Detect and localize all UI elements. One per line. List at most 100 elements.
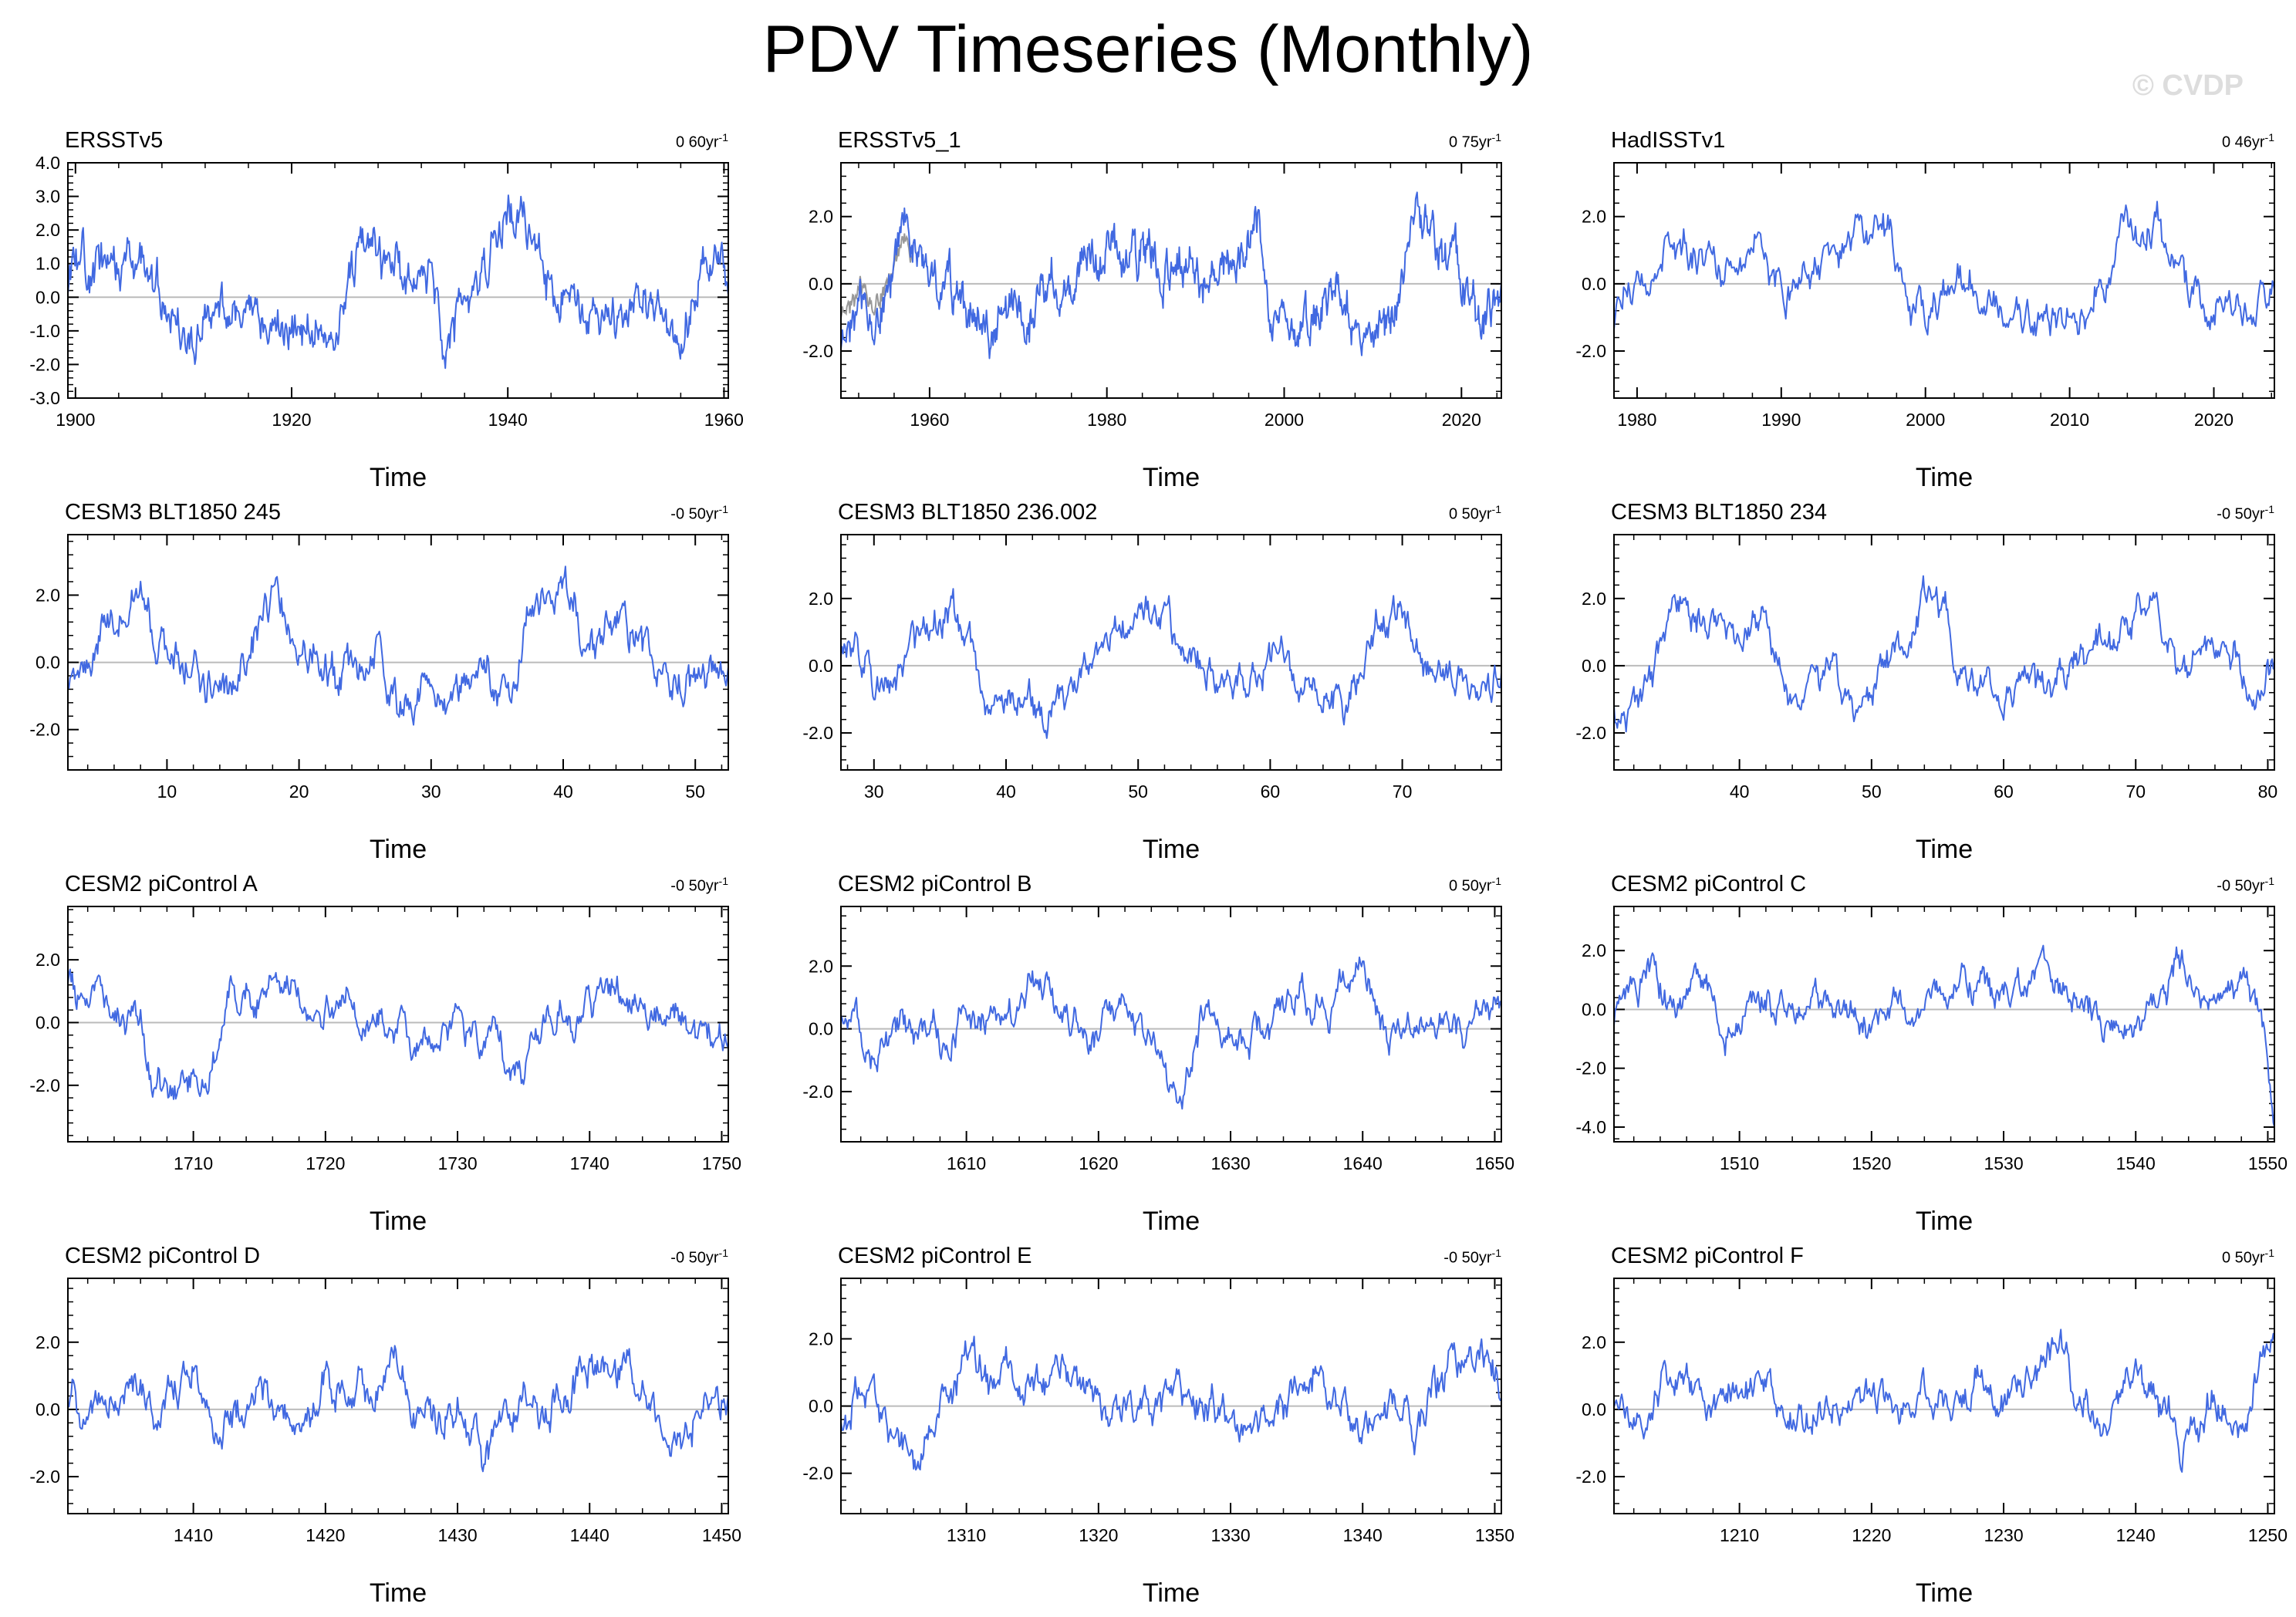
chart-panel: CESM2 piControl D -0 50yr-1 -2.0 0.0 2.0 1410… bbox=[29, 1234, 759, 1608]
series-line bbox=[68, 565, 728, 726]
x-tick-label: 1630 bbox=[1210, 1153, 1250, 1173]
trend-exponent: -1 bbox=[2264, 131, 2274, 143]
x-tick-label: 70 bbox=[1393, 781, 1413, 802]
trend-label: 0 50yr-1 bbox=[1449, 503, 1501, 524]
chart-panel: CESM2 piControl B 0 50yr-1 -2.0 0.0 2.0 1610 1… bbox=[802, 863, 1532, 1236]
x-tick-label: 1530 bbox=[1984, 1153, 2023, 1173]
plot-frame bbox=[1613, 1278, 2275, 1514]
y-tick-label: -2.0 bbox=[1575, 341, 1606, 361]
trend-exponent: -1 bbox=[718, 1247, 728, 1259]
chart-panel: CESM2 piControl A -0 50yr-1 -2.0 0.0 2.0 1710… bbox=[29, 863, 759, 1236]
y-tick-label: 0.0 bbox=[35, 287, 60, 307]
x-axis-label: Time bbox=[1915, 1207, 1974, 1236]
panel-title: CESM2 piControl E bbox=[838, 1244, 1032, 1268]
x-axis-label: Time bbox=[1915, 463, 1974, 492]
y-tick-label: -2.0 bbox=[29, 1075, 60, 1095]
plot-frame bbox=[1613, 906, 2275, 1143]
x-axis-label: Time bbox=[1142, 1578, 1200, 1608]
trend-exponent: -1 bbox=[2264, 503, 2274, 515]
trend-label: 0 46yr-1 bbox=[2222, 131, 2274, 152]
x-tick-label: 1620 bbox=[1079, 1153, 1118, 1173]
chart-svg: -2.0 0.0 2.0 1610 1620 1630 1640 1650 bbox=[802, 906, 1514, 1173]
chart-svg: -2.0 0.0 2.0 10 20 30 40 50 bbox=[29, 534, 729, 802]
x-tick-label: 30 bbox=[421, 781, 441, 802]
y-tick-label: -2.0 bbox=[29, 720, 60, 740]
y-tick-label: 4.0 bbox=[35, 153, 60, 173]
series-group bbox=[841, 956, 1501, 1110]
y-tick-label: 2.0 bbox=[809, 207, 833, 227]
plot-frame bbox=[67, 1278, 729, 1514]
plot-frame bbox=[840, 1278, 1502, 1514]
series-line bbox=[68, 968, 728, 1100]
trend-value: -0 50yr bbox=[670, 505, 719, 523]
chart-svg: -2.0 0.0 2.0 1960 1980 2000 2020 bbox=[802, 162, 1502, 430]
x-tick-label: 2010 bbox=[2050, 410, 2089, 430]
panel-title: CESM2 piControl A bbox=[65, 872, 258, 896]
trend-exponent: -1 bbox=[1491, 131, 1501, 143]
y-tick-label: 3.0 bbox=[35, 187, 60, 207]
series-line bbox=[1614, 201, 2274, 337]
x-tick-label: 1640 bbox=[1343, 1153, 1383, 1173]
x-tick-label: 1220 bbox=[1852, 1525, 1891, 1545]
series-line bbox=[1614, 575, 2274, 733]
y-tick-label: 2.0 bbox=[35, 1332, 60, 1352]
series-line-grey bbox=[841, 233, 913, 319]
trend-value: 0 50yr bbox=[2221, 1249, 2265, 1267]
trend-exponent: -1 bbox=[718, 503, 728, 515]
trend-value: 0 46yr bbox=[2221, 133, 2265, 151]
y-tick-label: 2.0 bbox=[35, 950, 60, 970]
x-axis-label: Time bbox=[369, 463, 427, 492]
x-tick-label: 1750 bbox=[702, 1153, 741, 1173]
plot-frame bbox=[67, 162, 729, 399]
trend-exponent: -1 bbox=[1491, 875, 1501, 887]
y-tick-label: 0.0 bbox=[1582, 1399, 1606, 1420]
y-tick-label: 0.0 bbox=[809, 656, 833, 676]
y-tick-label: 2.0 bbox=[1582, 940, 1606, 960]
x-tick-label: 1420 bbox=[306, 1525, 345, 1545]
x-tick-label: 1900 bbox=[56, 410, 95, 430]
x-axis-label: Time bbox=[369, 1578, 427, 1608]
y-tick-label: -2.0 bbox=[29, 354, 60, 374]
main-title: PDV Timeseries (Monthly) bbox=[762, 12, 1534, 86]
x-tick-label: 1980 bbox=[1087, 410, 1126, 430]
x-axis-label: Time bbox=[1142, 463, 1200, 492]
chart-svg: -2.0 0.0 2.0 40 50 60 70 80 bbox=[1575, 534, 2277, 802]
series-line bbox=[68, 194, 728, 370]
x-tick-label: 1210 bbox=[1720, 1525, 1759, 1545]
y-tick-label: -2.0 bbox=[802, 723, 833, 743]
x-tick-label: 1650 bbox=[1475, 1153, 1514, 1173]
y-tick-label: -2.0 bbox=[802, 1082, 833, 1102]
chart-panel: HadISSTv1 0 46yr-1 -2.0 0.0 2.0 1980 1990 2000 2… bbox=[1575, 119, 2296, 492]
chart-panel: CESM3 BLT1850 234 -0 50yr-1 -2.0 0.0 2.0 40 50… bbox=[1575, 491, 2296, 864]
chart-svg: -2.0 0.0 2.0 30 40 50 60 70 bbox=[802, 534, 1502, 802]
y-tick-label: 2.0 bbox=[809, 956, 833, 976]
trend-value: -0 50yr bbox=[1443, 1249, 1492, 1267]
series-group bbox=[1614, 201, 2274, 337]
x-tick-label: 70 bbox=[2125, 781, 2146, 802]
x-tick-label: 1240 bbox=[2116, 1525, 2156, 1545]
x-tick-label: 1940 bbox=[488, 410, 528, 430]
x-tick-label: 1540 bbox=[2116, 1153, 2156, 1173]
trend-value: -0 50yr bbox=[2217, 505, 2265, 523]
x-tick-label: 60 bbox=[1261, 781, 1281, 802]
x-tick-label: 1960 bbox=[910, 410, 949, 430]
chart-svg: -2.0 0.0 2.0 1210 1220 1230 1240 1250 bbox=[1575, 1278, 2288, 1545]
y-tick-label: 0.0 bbox=[809, 1396, 833, 1416]
trend-value: -0 50yr bbox=[670, 877, 719, 895]
x-tick-label: 1610 bbox=[947, 1153, 986, 1173]
x-tick-label: 1990 bbox=[1761, 410, 1801, 430]
series-group bbox=[68, 194, 728, 370]
series-line bbox=[841, 588, 1501, 739]
y-tick-label: 0.0 bbox=[1582, 999, 1606, 1019]
trend-exponent: -1 bbox=[1491, 503, 1501, 515]
x-tick-label: 1250 bbox=[2248, 1525, 2288, 1545]
y-tick-label: 0.0 bbox=[809, 274, 833, 294]
panel-title: CESM2 piControl F bbox=[1611, 1244, 1804, 1268]
x-tick-label: 1410 bbox=[174, 1525, 213, 1545]
trend-exponent: -1 bbox=[718, 131, 728, 143]
plot-frame bbox=[1613, 162, 2275, 399]
trend-label: -0 50yr-1 bbox=[2217, 875, 2274, 896]
x-tick-label: 2000 bbox=[1264, 410, 1304, 430]
y-tick-label: 0.0 bbox=[35, 1012, 60, 1032]
y-tick-label: 2.0 bbox=[809, 589, 833, 609]
